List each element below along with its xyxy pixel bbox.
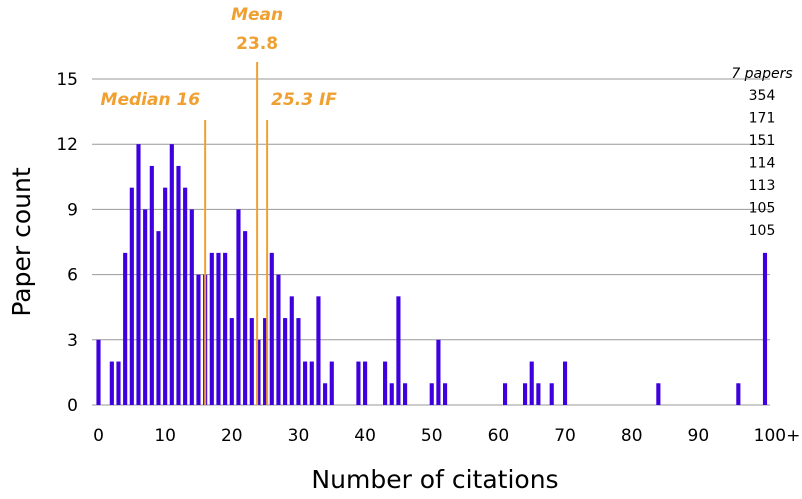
bar [502, 383, 508, 405]
bar [136, 144, 141, 405]
overflow-header: 7 papers [731, 66, 792, 82]
y-tick-label: 15 [56, 70, 78, 90]
y-tick-labels: 0 3 6 9 12 15 [56, 70, 78, 416]
y-tick-label: 9 [67, 200, 78, 220]
bar [163, 187, 168, 405]
annotation-lines [204, 62, 269, 405]
bar [329, 361, 334, 405]
impact-factor-label: 25.3 IF [271, 90, 337, 110]
bar [156, 231, 161, 405]
y-tick-label: 12 [56, 135, 78, 155]
x-tick-label: 60 [488, 426, 510, 446]
overflow-value: 354 [749, 88, 776, 104]
bar [223, 252, 228, 405]
bar [283, 318, 288, 405]
bar [529, 361, 534, 405]
overflow-value: 113 [749, 178, 776, 194]
overflow-values: 7 papers 354 171 151 114 113 105 105 [731, 66, 792, 239]
bar [303, 361, 308, 405]
bar [363, 361, 368, 405]
bar [96, 339, 101, 405]
x-tick-label: 0 [93, 426, 104, 446]
bar [522, 383, 528, 405]
bar [356, 361, 361, 405]
overflow-value: 151 [749, 133, 776, 149]
bar [429, 383, 434, 405]
bar [309, 361, 314, 405]
bar [289, 296, 294, 405]
bar [149, 165, 154, 405]
overflow-value: 114 [749, 156, 776, 172]
x-tick-label: 90 [688, 426, 710, 446]
bar [263, 318, 268, 405]
x-tick-labels: 0 10 20 30 40 50 60 70 80 90 100+ [93, 426, 800, 446]
x-axis-title: Number of citations [311, 465, 558, 494]
mean-value: 23.8 [236, 34, 278, 54]
bar [236, 209, 241, 405]
bar [443, 383, 448, 405]
x-tick-label: 50 [421, 426, 443, 446]
bar [176, 165, 181, 405]
bar [316, 296, 321, 405]
bar [129, 187, 134, 405]
bar [269, 252, 274, 405]
bar [323, 383, 328, 405]
overflow-value: 171 [749, 111, 776, 127]
y-axis-title: Paper count [7, 167, 36, 316]
bar [549, 383, 554, 405]
bar [109, 361, 114, 405]
bar [736, 383, 741, 405]
bar [196, 274, 201, 405]
overflow-value: 105 [749, 201, 776, 217]
x-tick-label: 70 [554, 426, 576, 446]
x-tick-label: 80 [621, 426, 643, 446]
bar [216, 252, 221, 405]
bar [562, 361, 568, 405]
annotation-labels: Median 16 Mean 23.8 25.3 IF [101, 5, 338, 110]
bar [229, 318, 234, 405]
bar [396, 296, 401, 405]
bar [183, 187, 188, 405]
bar [276, 274, 281, 405]
bar [403, 383, 408, 405]
bar [169, 144, 174, 405]
bar [249, 318, 254, 405]
bar [143, 209, 148, 405]
bar [536, 383, 541, 405]
bar [389, 383, 394, 405]
bar [189, 209, 194, 405]
y-tick-label: 3 [67, 331, 78, 351]
y-tick-label: 6 [67, 266, 78, 286]
median-label: Median 16 [101, 90, 201, 110]
bar [209, 252, 214, 405]
x-tick-label: 30 [288, 426, 310, 446]
bar [436, 339, 441, 405]
bar [296, 318, 301, 405]
bar [123, 252, 128, 405]
bar [243, 231, 248, 405]
x-tick-label: 20 [221, 426, 243, 446]
bar [762, 252, 768, 405]
bar [656, 383, 661, 405]
x-tick-label: 100+ [754, 426, 801, 446]
bar [256, 339, 261, 405]
x-tick-label: 10 [154, 426, 176, 446]
bar [383, 361, 388, 405]
mean-label: Mean [231, 5, 283, 25]
overflow-value: 105 [749, 223, 776, 239]
y-tick-label: 0 [67, 396, 78, 416]
x-tick-label: 40 [354, 426, 376, 446]
bar [116, 361, 121, 405]
